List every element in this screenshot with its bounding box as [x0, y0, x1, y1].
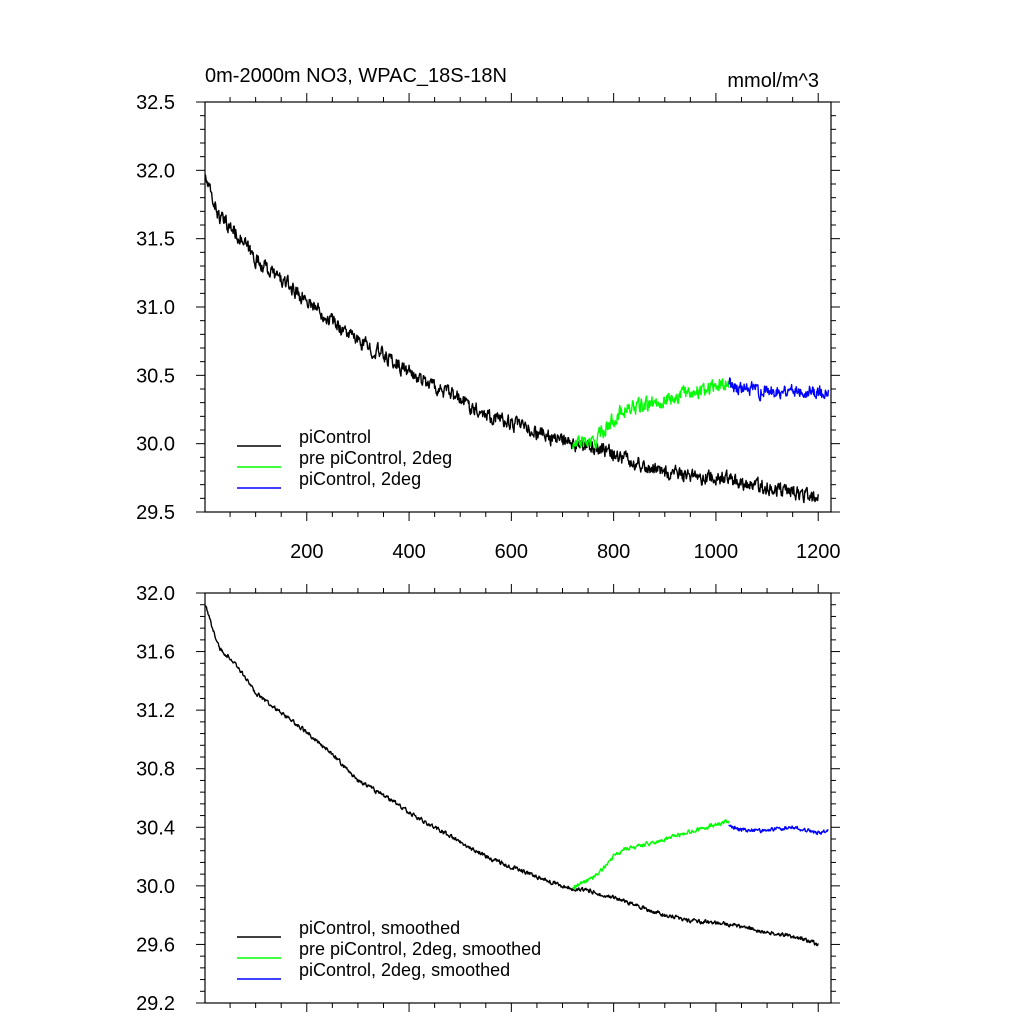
y-tick-label: 29.6: [136, 934, 175, 956]
y-tick-label: 30.0: [136, 876, 175, 898]
legend-label: pre piControl, 2deg: [299, 448, 452, 468]
plot-frame: [204, 592, 832, 1004]
legend-label: piControl, smoothed: [299, 918, 460, 938]
y-tick-label: 30.8: [136, 759, 175, 781]
y-tick-label: 32.5: [136, 92, 175, 114]
y-tick-label: 30.0: [136, 434, 175, 456]
series-line-picontrol-2deg-smoothed: [728, 824, 829, 836]
legend-label: piControl, 2deg, smoothed: [299, 960, 510, 980]
series-line-pre-picontrol-2deg: [572, 378, 730, 450]
y-tick-label: 30.5: [136, 365, 175, 387]
series-line-pre-picontrol-2deg-smoothed: [572, 819, 730, 890]
y-tick-label: 31.5: [136, 229, 175, 251]
y-tick-label: 29.2: [136, 993, 175, 1015]
legend-label: pre piControl, 2deg, smoothed: [299, 939, 541, 959]
x-tick-label: 600: [495, 541, 528, 563]
legend-label: piControl, 2deg: [299, 469, 421, 489]
series-line-picontrol-smoothed: [204, 604, 819, 947]
x-tick-label: 800: [597, 541, 630, 563]
series-line-picontrol: [204, 174, 819, 504]
x-tick-label: 400: [392, 541, 425, 563]
top-panel: 200 400 600 800 1000 1200 29.5 30.0 30.5 31.0 31.5…: [136, 65, 840, 563]
bottom-panel: 29.2 29.6 30.0 30.4 30.8 31.2 31.6 32.0 piContro…: [136, 583, 840, 1015]
series-line-picontrol-2deg: [728, 377, 830, 402]
y-tick-label: 29.5: [136, 502, 175, 524]
x-tick-label: 1200: [796, 541, 841, 563]
x-tick-label: 200: [290, 541, 323, 563]
y-tick-label: 31.6: [136, 642, 175, 664]
y-tick-label: 32.0: [136, 160, 175, 182]
chart-title: 0m-2000m NO3, WPAC_18S-18N: [205, 65, 507, 87]
y-tick-label: 31.0: [136, 297, 175, 319]
y-tick-label: 31.2: [136, 700, 175, 722]
legend-label: piControl: [299, 427, 371, 447]
y-tick-label: 30.4: [136, 817, 175, 839]
y-tick-label: 32.0: [136, 583, 175, 605]
x-tick-label: 1000: [694, 541, 739, 563]
units-label: mmol/m^3: [727, 70, 819, 92]
